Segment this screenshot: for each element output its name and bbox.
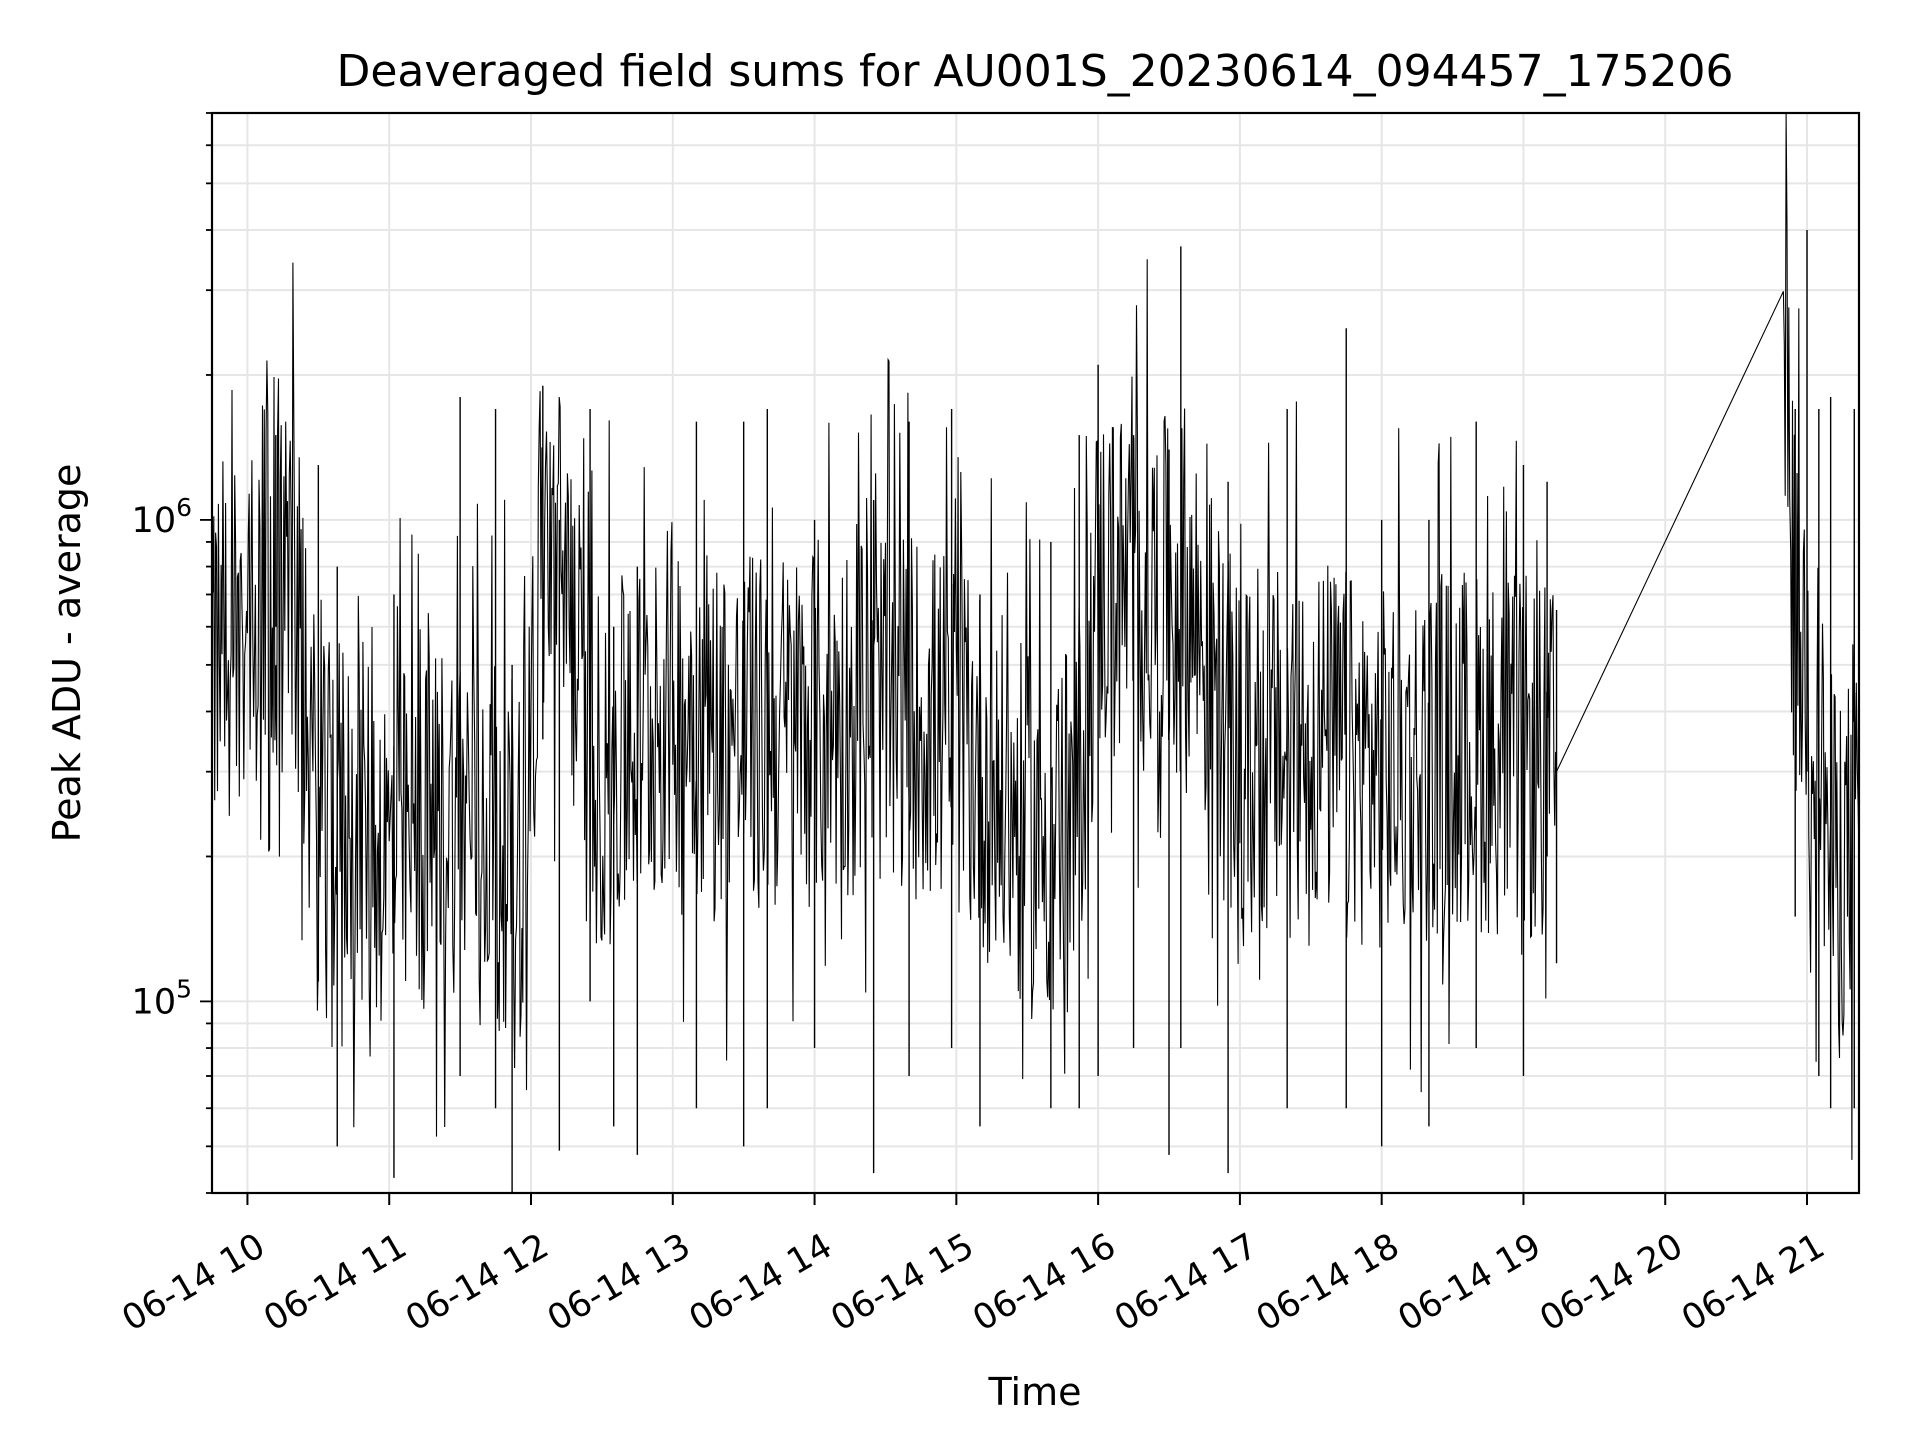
- y-tick-label: 105: [132, 974, 192, 1022]
- y-tick-label: 106: [132, 493, 192, 541]
- y-axis-label: Peak ADU - average: [45, 464, 89, 843]
- chart-title: Deaveraged field sums for AU001S_2023061…: [336, 46, 1733, 97]
- data-line: [211, 113, 1860, 1160]
- plot-area: [211, 113, 1860, 1192]
- x-axis-label: Time: [988, 1370, 1082, 1414]
- plot-frame: [210, 111, 1861, 1195]
